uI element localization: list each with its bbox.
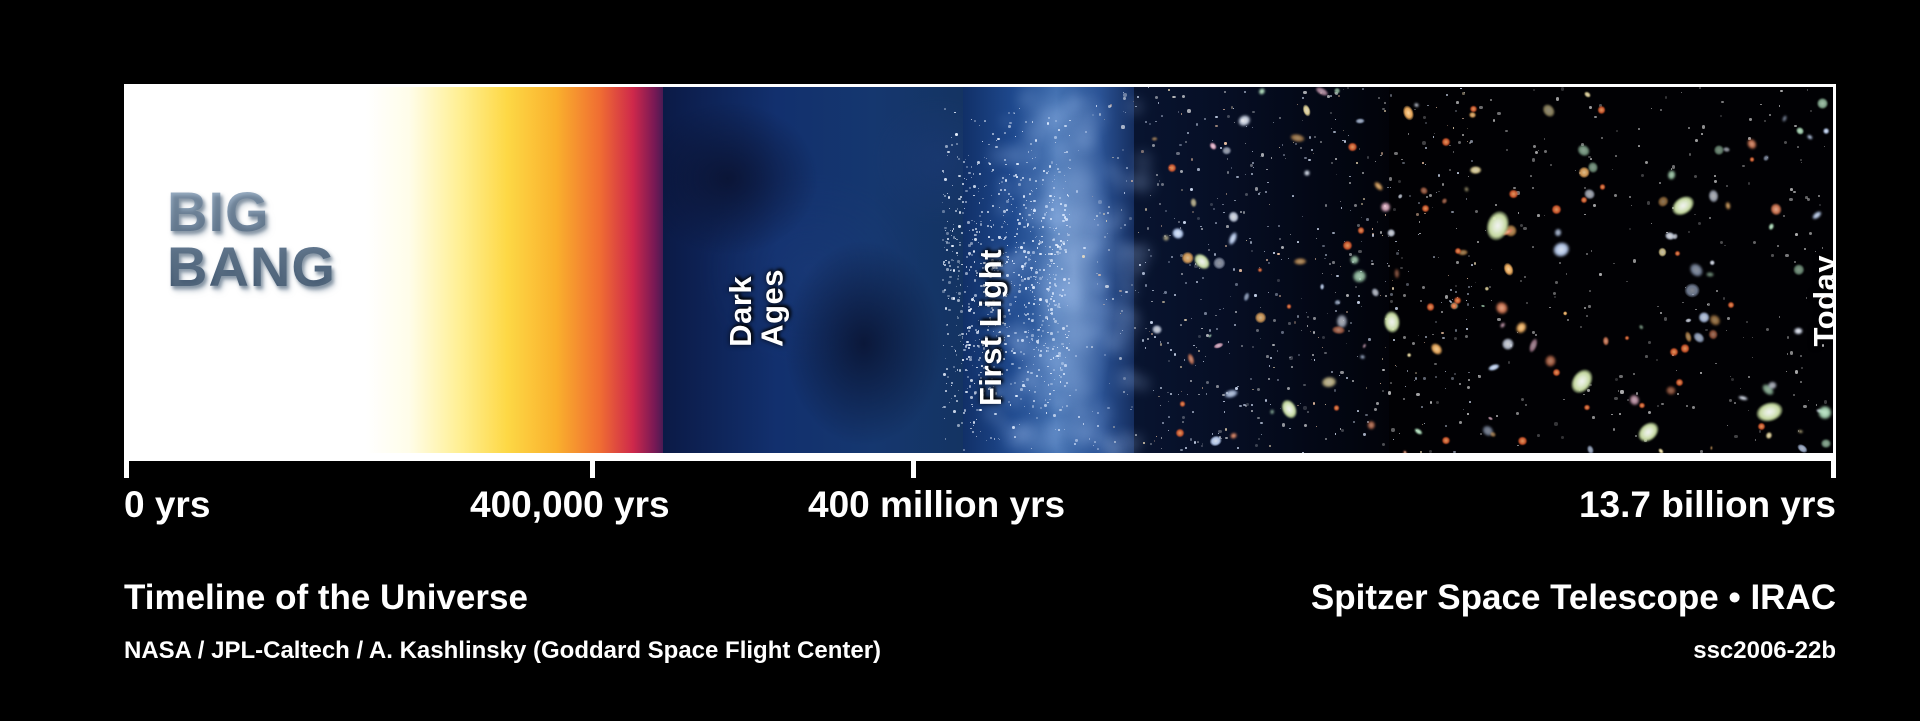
era-region-today bbox=[1389, 87, 1833, 453]
era-region-galaxy-field bbox=[1133, 87, 1407, 453]
axis-tick-label-3: 13.7 billion yrs bbox=[1578, 484, 1836, 525]
axis-tick-label-2: 400 million yrs bbox=[808, 484, 1066, 525]
poster-title: Timeline of the Universe bbox=[124, 578, 528, 617]
axis-tick-2 bbox=[911, 456, 916, 478]
poster-instrument: Spitzer Space Telescope • IRAC bbox=[1310, 578, 1836, 617]
axis-tick-0 bbox=[124, 456, 129, 478]
era-region-recombination bbox=[365, 87, 673, 453]
era-region-dark-ages bbox=[662, 87, 987, 453]
axis-tick-3 bbox=[1831, 456, 1836, 478]
poster-image-id: ssc2006-22b bbox=[1693, 637, 1836, 664]
era-label-today: Today bbox=[1807, 255, 1836, 347]
era-label-dark-ages: Dark Ages bbox=[723, 269, 790, 347]
poster-credit: NASA / JPL-Caltech / A. Kashlinsky (Godd… bbox=[124, 637, 882, 664]
axis-tick-1 bbox=[590, 456, 595, 478]
timeline-panel: BIG BANG Dark Ages First Light Today bbox=[124, 84, 1836, 456]
era-label-big-bang: BIG BANG bbox=[167, 180, 336, 298]
era-label-first-light: First Light bbox=[973, 249, 1008, 407]
axis-tick-label-0: 0 yrs bbox=[124, 484, 211, 525]
timeline-axis-line bbox=[124, 456, 1836, 461]
axis-tick-label-1: 400,000 yrs bbox=[470, 484, 670, 525]
